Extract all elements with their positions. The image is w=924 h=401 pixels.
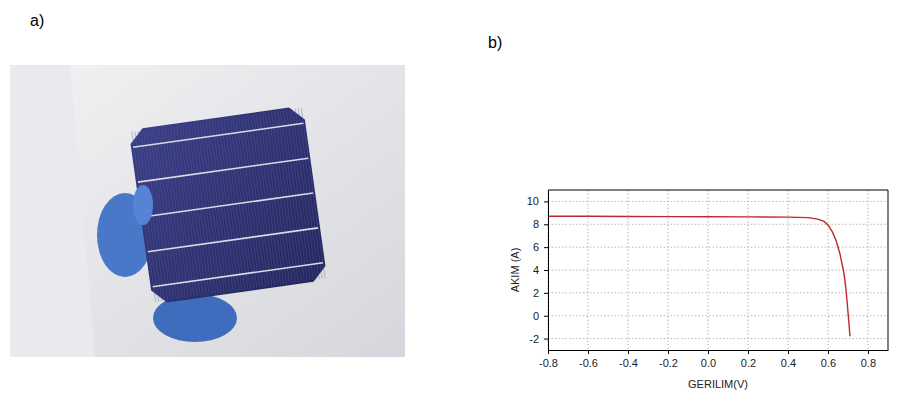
grid-line-y — [548, 224, 888, 225]
y-tick-label: 0 — [533, 310, 539, 322]
plot-area — [548, 216, 850, 336]
x-tick-label: 0.2 — [741, 357, 756, 369]
y-tick-mark — [544, 247, 548, 248]
y-tick: 2 — [533, 287, 548, 299]
x-tick-mark — [868, 350, 869, 354]
panel-letter: b) — [488, 34, 502, 51]
x-tick-mark — [668, 350, 669, 354]
cell-body — [129, 106, 328, 305]
busbar — [148, 228, 318, 252]
y-tick: 6 — [533, 241, 548, 253]
y-axis-line — [548, 191, 549, 351]
y-tick: 8 — [533, 218, 548, 230]
frame-top — [548, 190, 888, 191]
y-tick-label: 8 — [533, 218, 539, 230]
y-tick-label: 6 — [533, 241, 539, 253]
x-tick: 0.0 — [701, 350, 716, 369]
finger — [132, 132, 156, 302]
x-tick: 0.2 — [741, 350, 756, 369]
grid-line-x — [708, 190, 709, 350]
y-tick: 10 — [527, 195, 548, 207]
x-tick: -0.6 — [579, 350, 598, 369]
x-tick-mark — [548, 350, 549, 354]
grid-line-y — [548, 201, 888, 202]
iv-curve — [548, 216, 850, 336]
x-tick-mark — [708, 350, 709, 354]
x-axis: -0.8 -0.6 -0.4 -0.2 0.0 0.2 0.4 0.6 0.8 — [539, 350, 888, 369]
photo-background — [10, 65, 405, 357]
thumb — [133, 185, 153, 225]
y-tick-label: -2 — [529, 333, 539, 345]
y-tick: 0 — [533, 310, 548, 322]
x-tick-label: -0.4 — [619, 357, 638, 369]
y-axis: -2 0 2 4 6 8 10 — [527, 191, 549, 351]
grid-line-x — [788, 190, 789, 350]
panel-letter: a) — [30, 12, 44, 29]
y-tick-mark — [544, 316, 548, 317]
x-tick: -0.2 — [659, 350, 678, 369]
x-tick-label: -0.6 — [579, 357, 598, 369]
y-tick-label: 2 — [533, 287, 539, 299]
x-tick-mark — [788, 350, 789, 354]
x-tick-mark — [588, 350, 589, 354]
x-tick: 0.6 — [821, 350, 836, 369]
grid-line-y — [548, 270, 888, 271]
solar-cell — [129, 106, 328, 305]
grid — [548, 190, 888, 350]
busbar — [133, 123, 303, 147]
lab-coat — [10, 65, 95, 357]
y-tick-mark — [544, 201, 548, 202]
x-tick: -0.8 — [539, 350, 558, 369]
frame-right — [888, 190, 889, 350]
x-tick-label: 0.8 — [861, 357, 876, 369]
busbar — [138, 158, 308, 182]
x-tick-mark — [828, 350, 829, 354]
grid-line-y — [548, 338, 888, 339]
x-tick: 0.4 — [781, 350, 796, 369]
busbar — [143, 193, 313, 217]
y-tick: -2 — [529, 333, 548, 345]
grid-line-y — [548, 247, 888, 248]
busbar — [153, 263, 323, 287]
x-tick-mark — [748, 350, 749, 354]
grid-line-y — [548, 292, 888, 293]
x-tick-mark — [628, 350, 629, 354]
grid-line-y — [548, 315, 888, 316]
y-tick-mark — [544, 339, 548, 340]
y-axis-title: AKIM (A) — [509, 248, 521, 293]
y-tick: 4 — [533, 264, 548, 276]
x-tick-label: -0.8 — [539, 357, 558, 369]
y-tick-mark — [544, 293, 548, 294]
y-tick-mark — [544, 224, 548, 225]
x-tick-label: 0.4 — [781, 357, 796, 369]
x-tick: -0.4 — [619, 350, 638, 369]
y-tick-label: 10 — [527, 195, 539, 207]
x-tick-label: 0.0 — [701, 357, 716, 369]
x-tick-label: -0.2 — [659, 357, 678, 369]
grid-line-x — [628, 190, 629, 350]
x-axis-line — [549, 350, 889, 351]
photo — [10, 65, 405, 357]
x-axis-title: GERILIM(V) — [688, 378, 748, 390]
x-tick: 0.8 — [861, 350, 876, 369]
x-tick-label: 0.6 — [821, 357, 836, 369]
cell-fingers — [132, 108, 325, 302]
y-tick-label: 4 — [533, 264, 539, 276]
chart: -0.8 -0.6 -0.4 -0.2 0.0 0.2 0.4 0.6 0.8 -2 0 2 4 6 8 10… — [509, 190, 889, 390]
y-tick-mark — [544, 270, 548, 271]
page: a) b) -0.8 -0.6 -0.4 -0.2 0.0 0.2 0.4 0.6 0.8 -2 0 2 4… — [0, 0, 924, 401]
